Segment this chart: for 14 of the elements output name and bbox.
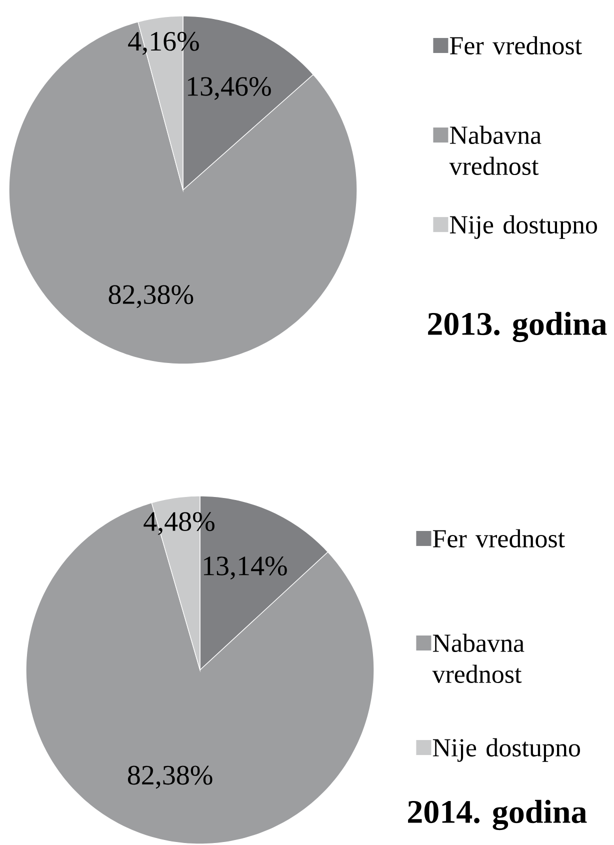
- data-label: 82,38%: [128, 766, 212, 789]
- legend-label: Nabavna vrednost: [432, 634, 524, 684]
- data-label: 4,48%: [144, 512, 214, 536]
- data-label: 13,14%: [204, 556, 287, 580]
- data-label: 4,16%: [128, 32, 199, 55]
- legend-label: Nabavna vrednost: [449, 126, 542, 176]
- legend-label: Fer vrednost: [450, 36, 582, 55]
- text: 2013. godina: [428, 312, 607, 342]
- data-label: 82,38%: [108, 285, 194, 308]
- data-label: 13,46%: [188, 76, 271, 100]
- legend-label: Nije dostupno: [450, 215, 597, 239]
- text: 2014. godina: [408, 800, 587, 830]
- legend-label: Fer vrednost: [432, 529, 565, 548]
- legend-label: Nije dostupno: [432, 738, 580, 762]
